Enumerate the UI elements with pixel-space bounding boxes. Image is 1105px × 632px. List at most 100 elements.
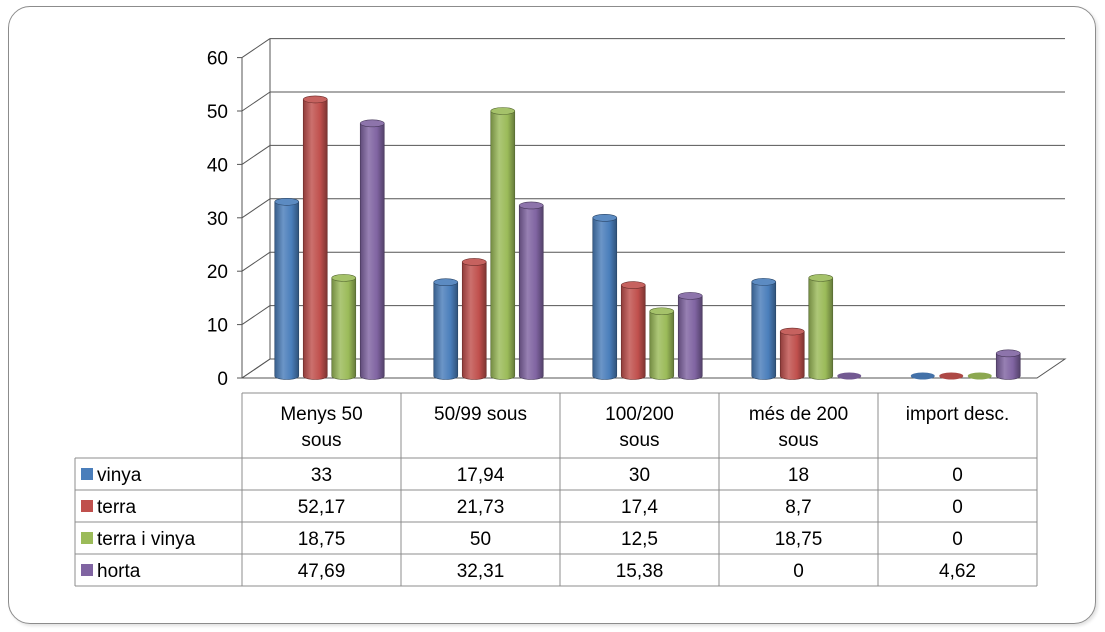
bar-top <box>808 274 834 282</box>
y-tick-label: 10 <box>207 316 228 337</box>
category-label: sous <box>301 430 341 451</box>
bar-top <box>779 327 805 336</box>
data-label: 17,94 <box>457 465 505 486</box>
bar-top <box>518 201 544 210</box>
bar-body <box>461 261 487 380</box>
data-table: Menys 50 sous 50/99 sous 100/200 sous més de … <box>74 392 1038 587</box>
bar-1-2 <box>620 281 646 380</box>
category-label: import desc. <box>906 404 1009 425</box>
bar-0-3 <box>751 278 777 380</box>
bar-body <box>592 217 618 380</box>
legend-label: vinya <box>97 465 142 486</box>
category-label: 50/99 sous <box>434 404 527 425</box>
y-axis: 0 10 20 30 40 50 60 <box>207 49 242 390</box>
y-tick-label: 20 <box>207 262 228 283</box>
bar-top <box>620 281 646 289</box>
bar-body <box>274 201 300 380</box>
data-label: 15,38 <box>616 561 664 582</box>
bar-body <box>433 281 459 380</box>
bar-2-3 <box>808 274 834 380</box>
data-label: 4,62 <box>939 561 976 582</box>
bar-top <box>302 95 328 104</box>
category-label: sous <box>619 430 659 451</box>
bar-0-2 <box>592 214 618 380</box>
bar-top <box>274 197 300 206</box>
data-label: 21,73 <box>457 497 505 518</box>
bar-3-3 <box>837 372 862 380</box>
legend-key-0 <box>81 468 93 480</box>
bar-body <box>677 295 703 380</box>
legend-label: horta <box>97 561 141 582</box>
bar-top <box>331 274 357 282</box>
bar-1-3 <box>779 327 805 380</box>
bar-top <box>359 119 385 128</box>
legend-key-2 <box>81 532 93 544</box>
bar-body <box>331 277 357 380</box>
data-label: 8,7 <box>785 497 811 518</box>
data-label: 50 <box>470 529 491 550</box>
bar-body <box>779 331 805 380</box>
bar-3-1 <box>518 201 544 380</box>
bar-1-0 <box>302 95 328 380</box>
data-label: 0 <box>952 529 963 550</box>
bar-body <box>649 310 675 380</box>
y-tick-label: 50 <box>207 102 228 123</box>
gridline-side <box>241 38 271 59</box>
category-label: 100/200 <box>605 404 674 425</box>
bar-1-4 <box>939 372 964 380</box>
category-label: sous <box>778 430 818 451</box>
data-label: 18,75 <box>775 529 823 550</box>
category-label: més de 200 <box>749 404 848 425</box>
bar-top <box>677 292 703 300</box>
chart-frame <box>8 6 1096 624</box>
data-label: 32,31 <box>457 561 505 582</box>
bar-2-1 <box>490 107 516 380</box>
data-label: 18,75 <box>298 529 346 550</box>
data-label: 17,4 <box>621 497 658 518</box>
legend-key-3 <box>81 564 93 576</box>
data-label: 52,17 <box>298 497 346 518</box>
data-label: 18 <box>788 465 809 486</box>
bar-body <box>751 281 777 380</box>
data-label: 30 <box>629 465 650 486</box>
bar-body <box>490 110 516 380</box>
legend-label: terra i vinya <box>97 529 196 550</box>
bar-0-0 <box>274 197 300 380</box>
gridline-side <box>241 144 271 165</box>
bar-1-1 <box>461 258 487 380</box>
y-tick-label: 0 <box>217 369 228 390</box>
data-label: 0 <box>793 561 804 582</box>
bar-3-0 <box>359 119 385 380</box>
y-tick-label: 30 <box>207 209 228 230</box>
legend-key-1 <box>81 500 93 512</box>
bar-0-1 <box>433 278 459 380</box>
bar-body <box>620 284 646 380</box>
bar-top <box>592 214 618 222</box>
bar-top <box>461 258 487 266</box>
category-label: Menys 50 <box>280 404 362 425</box>
gridline-side <box>241 305 271 326</box>
bar-3-4 <box>995 349 1021 380</box>
data-label: 0 <box>952 497 963 518</box>
bar-body <box>518 205 544 380</box>
data-label: 12,5 <box>621 529 658 550</box>
bar-3-2 <box>677 292 703 380</box>
bar-body <box>302 99 328 380</box>
gridline-side <box>241 91 271 112</box>
bar-body <box>808 277 834 380</box>
gridline-side <box>241 198 271 219</box>
legend-label: terra <box>97 497 137 518</box>
bar-body <box>359 123 385 380</box>
bar-2-4 <box>967 372 992 380</box>
data-label: 47,69 <box>298 561 346 582</box>
chart-bars <box>274 95 1021 380</box>
bar-0-4 <box>910 372 935 380</box>
bar-top <box>433 278 459 287</box>
y-tick-label: 40 <box>207 155 228 176</box>
bar-top <box>490 107 516 115</box>
bar-2-0 <box>331 274 357 380</box>
y-tick-label: 60 <box>207 49 228 70</box>
data-label: 33 <box>311 465 332 486</box>
gridline-side <box>241 251 271 272</box>
